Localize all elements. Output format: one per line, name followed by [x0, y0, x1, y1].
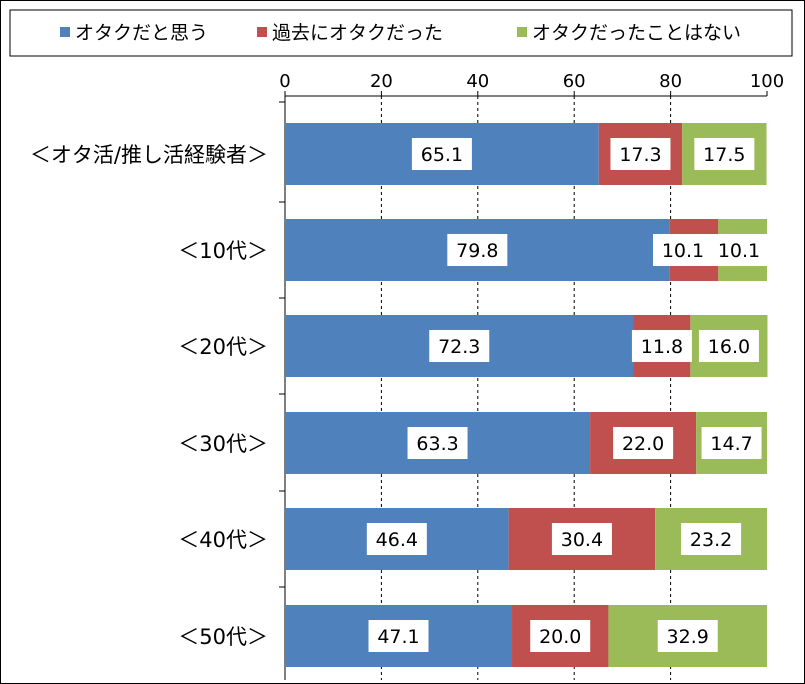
- data-label-box: [709, 234, 769, 266]
- gridlines: [380, 96, 672, 680]
- legend-swatch: [257, 27, 267, 37]
- data-label: 11.8: [641, 336, 683, 358]
- category-label: ＜オタ活/推し活経験者＞: [30, 143, 268, 167]
- data-label: 10.1: [662, 240, 704, 262]
- x-tick-label: 0: [279, 71, 290, 92]
- x-tick-label: 60: [563, 71, 586, 92]
- data-label: 17.3: [619, 144, 661, 166]
- data-label: 17.5: [703, 144, 745, 166]
- category-label: ＜10代＞: [178, 239, 268, 263]
- category-label: ＜20代＞: [178, 335, 268, 359]
- data-label-box: [447, 234, 508, 266]
- legend-swatch: [517, 27, 527, 37]
- data-label: 63.3: [416, 433, 458, 455]
- data-label-box: [610, 138, 671, 170]
- data-label: 72.3: [438, 336, 480, 358]
- data-label: 46.4: [376, 529, 418, 551]
- x-tick-label: 20: [370, 71, 393, 92]
- data-label: 30.4: [561, 529, 603, 551]
- category-label: ＜40代＞: [178, 528, 268, 552]
- data-label-box: [631, 330, 692, 362]
- data-label: 14.7: [710, 433, 752, 455]
- data-label-box: [530, 620, 591, 652]
- legend-swatch: [60, 27, 70, 37]
- data-label-box: [368, 620, 429, 652]
- data-label-box: [653, 234, 713, 266]
- data-label-box: [411, 138, 472, 170]
- x-axis-ticks: 0 20 40 60 80 100: [279, 71, 784, 680]
- data-label-box: [694, 138, 755, 170]
- legend-label: オタクだったことはない: [532, 22, 741, 44]
- legend-box: [9, 9, 793, 57]
- data-label: 22.0: [622, 433, 664, 455]
- data-label: 32.9: [667, 626, 709, 648]
- category-label: ＜30代＞: [178, 432, 268, 456]
- data-label-box: [657, 620, 718, 652]
- data-label-box: [681, 523, 742, 555]
- data-label: 16.0: [708, 336, 750, 358]
- data-label-box: [366, 523, 427, 555]
- category-labels: ＜オタ活/推し活経験者＞ ＜10代＞ ＜20代＞ ＜30代＞ ＜40代＞ ＜50代＞: [30, 143, 268, 649]
- data-label-box: [613, 427, 674, 459]
- data-label: 10.1: [718, 240, 760, 262]
- data-label-box: [698, 330, 759, 362]
- bars: 65.1 17.3 17.5 79.8 10.1 10.1 72.3 11.8 16.0 63.3…: [285, 123, 769, 667]
- data-label: 20.0: [539, 626, 581, 648]
- legend-label: オタクだと思う: [75, 22, 208, 44]
- legend-label: 過去にオタクだった: [272, 22, 443, 44]
- category-label: ＜50代＞: [178, 625, 268, 649]
- data-label: 47.1: [377, 626, 419, 648]
- x-tick-label: 100: [750, 71, 784, 92]
- data-label-box: [551, 523, 612, 555]
- x-tick-label: 80: [659, 71, 682, 92]
- data-label: 79.8: [456, 240, 498, 262]
- data-label-box: [429, 330, 490, 362]
- data-label: 65.1: [421, 144, 463, 166]
- data-label-box: [407, 427, 468, 459]
- x-tick-label: 40: [466, 71, 489, 92]
- legend: オタクだと思う 過去にオタクだった オタクだったことはない: [9, 9, 793, 57]
- data-label: 23.2: [690, 529, 732, 551]
- data-label-box: [701, 427, 762, 459]
